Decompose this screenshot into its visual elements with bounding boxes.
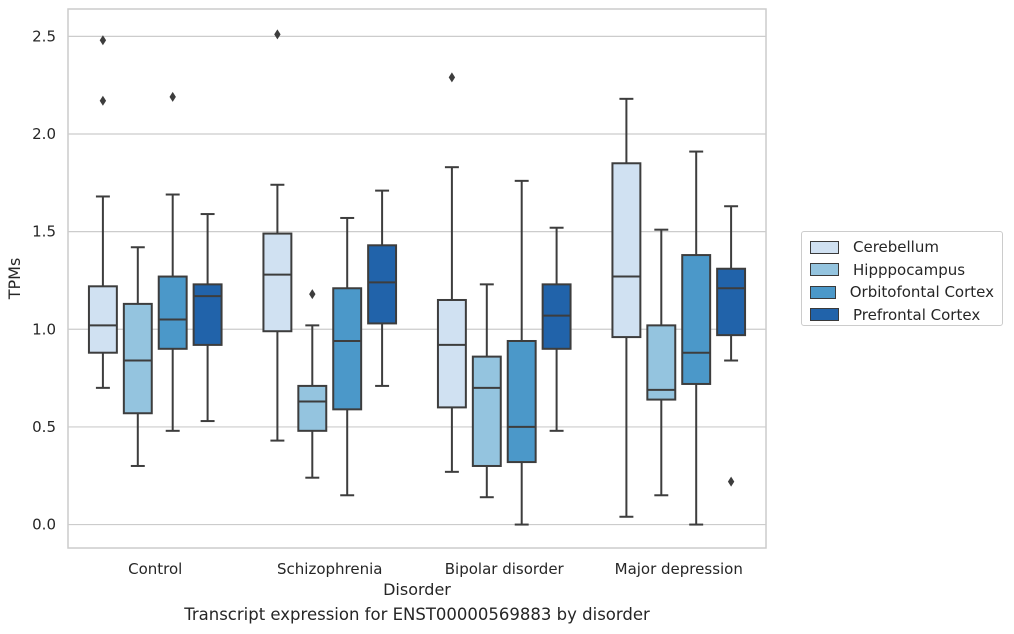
box-iqr: [471, 355, 502, 467]
legend-swatch: [810, 263, 839, 277]
box-prefrontal-cortex: [367, 189, 398, 387]
legend: Cerebellum Hipppocampus Orbitofontal Corte…: [801, 231, 1003, 326]
box-hipppocampus: [297, 289, 328, 479]
box-cerebellum: [611, 97, 642, 518]
box-prefrontal-cortex: [541, 226, 572, 432]
outlier-point: [448, 72, 456, 83]
box-iqr: [122, 302, 153, 415]
legend-item: Hipppocampus: [810, 259, 994, 282]
box-prefrontal-cortex: [716, 205, 747, 487]
box-orbitofontal-cortex: [157, 91, 188, 432]
box-plot-area: [87, 29, 747, 526]
y-axis-ticks: 0.0 0.5 1.0 1.5 2.0 2.5: [32, 27, 56, 533]
y-tick-label: 0.0: [32, 516, 56, 534]
legend-swatch: [810, 285, 836, 299]
box-prefrontal-cortex: [192, 213, 223, 423]
box-iqr: [192, 283, 223, 346]
x-tick-label: Bipolar disorder: [445, 560, 565, 578]
y-tick-label: 2.0: [32, 125, 56, 143]
box-iqr: [367, 244, 398, 325]
box-cerebellum: [87, 35, 118, 389]
box-hipppocampus: [646, 228, 677, 497]
outlier-point: [309, 289, 316, 300]
legend-label: Cerebellum: [853, 238, 939, 257]
x-tick-label: Major depression: [615, 560, 743, 578]
box-cerebellum: [262, 29, 293, 442]
legend-item: Prefrontal Cortex: [810, 304, 994, 327]
y-tick-label: 1.5: [32, 223, 56, 241]
y-tick-label: 2.5: [32, 27, 56, 45]
box-iqr: [262, 232, 293, 333]
box-cerebellum: [436, 72, 467, 473]
legend-item: Orbitofontal Cortex: [810, 281, 994, 304]
outlier-point: [727, 476, 735, 487]
outlier-point: [274, 29, 281, 40]
legend-label: Hipppocampus: [853, 260, 966, 279]
legend-label: Orbitofontal Cortex: [849, 283, 994, 302]
box-iqr: [87, 285, 118, 354]
legend-swatch: [810, 308, 839, 322]
box-iqr: [611, 162, 642, 339]
box-iqr: [297, 384, 328, 432]
y-tick-label: 1.0: [32, 320, 56, 338]
outlier-point: [99, 95, 107, 106]
x-axis-label: Disorder: [383, 580, 451, 599]
box-orbitofontal-cortex: [506, 179, 537, 526]
box-orbitofontal-cortex: [681, 150, 712, 526]
box-orbitofontal-cortex: [332, 216, 363, 497]
x-axis-ticks: Control Schizophrenia Bipolar disorder Majo…: [128, 560, 743, 578]
plot-frame: [67, 8, 767, 549]
y-tick-label: 0.5: [32, 418, 56, 436]
box-hipppocampus: [122, 246, 153, 467]
legend-swatch: [810, 240, 839, 254]
chart-caption: Transcript expression for ENST0000056988…: [184, 605, 650, 624]
y-axis-label: TPMs: [5, 258, 24, 301]
box-iqr: [681, 254, 712, 385]
legend-item: Cerebellum: [810, 236, 994, 259]
box-iqr: [332, 287, 363, 411]
outlier-point: [169, 91, 176, 102]
box-iqr: [646, 324, 677, 401]
legend-label: Prefrontal Cortex: [853, 305, 981, 324]
x-tick-label: Schizophrenia: [277, 560, 382, 578]
x-tick-label: Control: [128, 560, 182, 578]
box-hipppocampus: [471, 283, 502, 499]
box-iqr: [436, 298, 467, 409]
outlier-point: [99, 35, 107, 46]
box-iqr: [157, 275, 188, 350]
box-iqr: [506, 339, 537, 464]
box-iqr: [716, 267, 747, 337]
